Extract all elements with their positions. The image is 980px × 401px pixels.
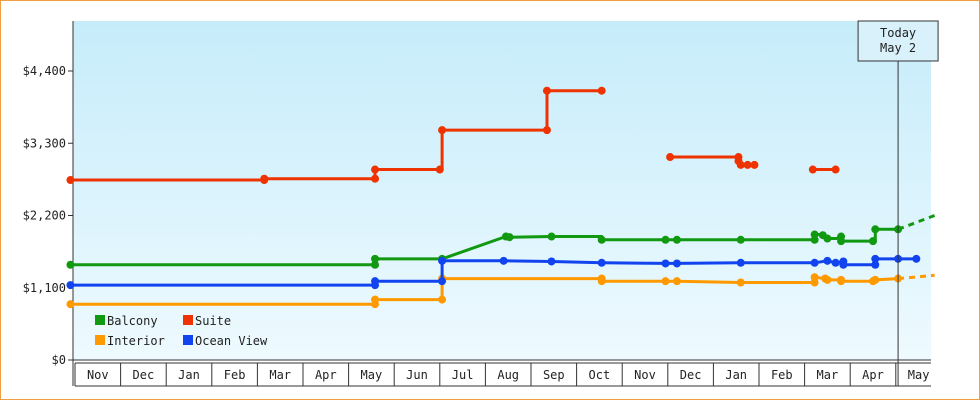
- x-tick-label: Nov: [634, 368, 656, 382]
- suite-data-point: [542, 126, 551, 135]
- y-tick-label: $0: [52, 353, 66, 367]
- suite-data-point: [831, 165, 840, 174]
- legend-label: Interior: [107, 334, 165, 348]
- plot-area: [73, 21, 931, 360]
- balcony-data-point: [672, 235, 681, 244]
- x-tick-label: Nov: [87, 368, 109, 382]
- ocean-view-data-point: [810, 258, 819, 267]
- x-tick-label: Feb: [771, 368, 793, 382]
- legend-label: Balcony: [107, 314, 158, 328]
- interior-data-point: [871, 275, 880, 284]
- ocean-view-data-point: [438, 277, 447, 286]
- ocean-view-data-point: [438, 256, 447, 265]
- legend-swatch: [183, 335, 193, 345]
- x-tick-label: Apr: [862, 368, 884, 382]
- x-tick-label: Mar: [269, 368, 291, 382]
- x-tick-label: Sep: [543, 368, 565, 382]
- legend-label: Ocean View: [195, 334, 268, 348]
- balcony-data-point: [869, 237, 877, 246]
- balcony-data-point: [66, 260, 75, 269]
- balcony-data-point: [823, 234, 832, 243]
- interior-data-point: [736, 278, 745, 287]
- interior-data-point: [438, 295, 447, 304]
- y-tick-label: $2,200: [23, 209, 66, 223]
- today-label: Today: [880, 26, 916, 40]
- ocean-view-data-point: [839, 260, 848, 269]
- suite-data-point: [371, 165, 380, 174]
- ocean-view-data-point: [547, 257, 556, 266]
- suite-data-point: [750, 160, 759, 169]
- y-tick-label: $1,100: [23, 281, 66, 295]
- balcony-data-point: [371, 254, 380, 263]
- ocean-view-data-point: [672, 259, 681, 268]
- ocean-view-data-point: [371, 277, 380, 286]
- ocean-view-data-point: [871, 260, 880, 269]
- interior-data-point: [597, 277, 606, 286]
- x-tick-label: Dec: [680, 368, 702, 382]
- ocean-view-data-point: [736, 258, 745, 267]
- suite-data-point: [743, 160, 752, 169]
- x-tick-label: Jan: [178, 368, 200, 382]
- x-tick-label: May: [361, 368, 383, 382]
- interior-data-point: [672, 277, 681, 286]
- x-tick-label: Mar: [817, 368, 839, 382]
- suite-data-point: [260, 174, 269, 183]
- interior-data-point: [837, 277, 846, 286]
- ocean-view-data-point: [597, 258, 606, 267]
- balcony-data-point: [810, 230, 819, 239]
- suite-data-point: [371, 174, 380, 183]
- balcony-data-point: [661, 235, 670, 244]
- x-tick-label: Jun: [406, 368, 428, 382]
- suite-data-point: [597, 86, 606, 95]
- ocean-view-data-point: [823, 256, 832, 265]
- ocean-view-data-point: [661, 259, 670, 268]
- balcony-data-point: [871, 225, 880, 234]
- interior-data-point: [371, 295, 380, 304]
- legend-swatch: [183, 315, 193, 325]
- x-tick-label: Apr: [315, 368, 337, 382]
- interior-data-point: [661, 277, 670, 286]
- today-label: May 2: [880, 41, 916, 55]
- interior-data-point: [823, 275, 832, 284]
- suite-data-point: [66, 176, 75, 185]
- x-tick-label: Jan: [725, 368, 747, 382]
- ocean-view-data-point: [912, 254, 921, 263]
- x-tick-label: Feb: [224, 368, 246, 382]
- x-tick-label: Dec: [133, 368, 155, 382]
- balcony-data-point: [547, 232, 556, 241]
- balcony-data-point: [837, 237, 846, 246]
- x-tick-label: Jul: [452, 368, 474, 382]
- today-box: [857, 20, 939, 62]
- x-tick-label: May: [908, 368, 930, 382]
- suite-data-point: [542, 86, 551, 95]
- balcony-data-point: [736, 235, 745, 244]
- legend-label: Suite: [195, 314, 231, 328]
- suite-data-point: [808, 165, 817, 174]
- ocean-view-data-point: [499, 256, 508, 265]
- legend-swatch: [95, 315, 105, 325]
- ocean-view-data-point: [831, 258, 840, 267]
- balcony-data-point: [597, 235, 606, 244]
- balcony-data-point: [371, 260, 380, 269]
- interior-data-point: [810, 273, 819, 282]
- suite-data-point: [435, 165, 444, 174]
- suite-data-point: [736, 160, 745, 169]
- y-tick-label: $3,300: [23, 136, 66, 150]
- suite-data-point: [666, 153, 675, 162]
- x-tick-label: Aug: [497, 368, 519, 382]
- balcony-data-point: [505, 233, 514, 242]
- y-tick-label: $4,400: [23, 64, 66, 78]
- ocean-view-data-point: [66, 281, 75, 290]
- legend-swatch: [95, 335, 105, 345]
- ocean-view-data-point: [871, 254, 880, 263]
- x-tick-label: Oct: [589, 368, 611, 382]
- interior-data-point: [66, 300, 75, 309]
- suite-data-point: [438, 126, 447, 135]
